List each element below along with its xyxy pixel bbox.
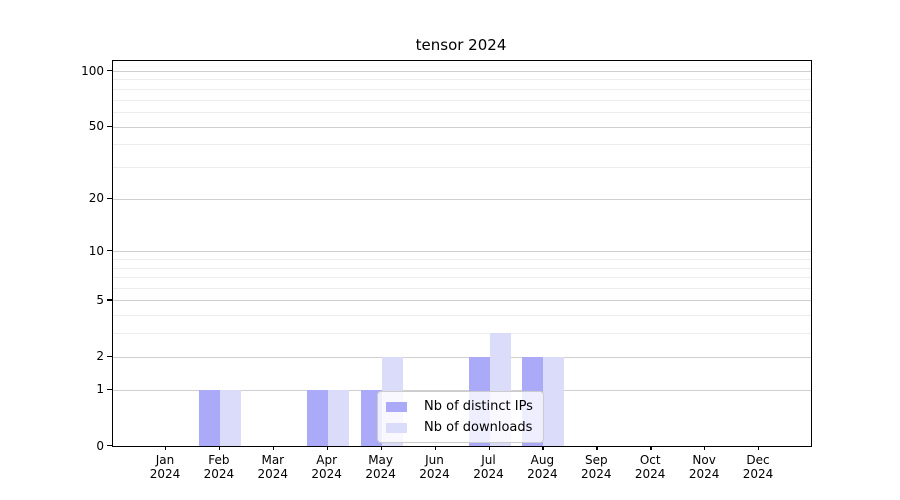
bar-downloads [327,389,349,446]
minor-gridline [113,333,811,335]
x-tick-label: Feb 2024 [203,453,235,481]
x-tick-label: Jul 2024 [473,453,504,481]
y-tick-mark [107,445,112,447]
legend-item-downloads: Nb of downloads [386,417,533,438]
x-tick-mark [165,446,167,450]
minor-gridline [113,144,811,146]
major-gridline [113,389,811,391]
y-tick-label: 20 [88,191,104,206]
y-tick-label: 1 [96,382,104,397]
bar-downloads [543,356,565,446]
x-tick-mark [542,446,544,450]
bar-downloads [219,389,241,446]
minor-gridline [113,167,811,168]
y-tick-mark [107,299,112,301]
x-tick-mark [650,446,652,450]
legend-swatch-downloads-icon [386,422,407,433]
x-tick-label: Jun 2024 [419,453,450,481]
major-gridline [113,71,811,72]
y-tick-label: 2 [96,349,104,364]
chart-title: tensor 2024 [415,36,507,54]
y-tick-mark [107,355,112,358]
y-tick-label: 10 [88,243,104,258]
x-tick-mark [326,446,329,450]
x-tick-label: May 2024 [365,453,396,481]
bar-distinct-ips [198,389,220,446]
minor-gridline [113,112,811,113]
major-gridline [113,126,811,128]
bar-distinct-ips [360,389,382,446]
bar-distinct-ips [306,389,328,446]
x-tick-label: Apr 2024 [311,453,342,481]
x-tick-label: Sep 2024 [581,453,612,481]
legend-swatch-distinct-ips-icon [386,401,407,412]
minor-gridline [113,99,811,101]
major-gridline [113,300,811,302]
y-tick-label: 50 [88,119,104,133]
y-tick-mark [107,388,112,391]
x-tick-mark [272,446,275,450]
y-tick-label: 100 [81,63,104,78]
x-tick-label: Aug 2024 [527,453,558,481]
x-tick-mark [218,446,221,450]
minor-gridline [113,315,811,317]
minor-gridline [113,287,811,289]
y-tick-mark [107,125,112,127]
minor-gridline [113,277,811,278]
x-tick-label: Oct 2024 [634,453,666,481]
x-tick-label: Nov 2024 [688,453,720,481]
x-tick-label: Jan 2024 [149,453,181,481]
legend: Nb of distinct IPs Nb of downloads [377,391,544,443]
plot-area: Nb of distinct IPs Nb of downloads [112,60,812,447]
x-tick-label: Dec 2024 [742,453,774,481]
y-tick-label: 5 [96,292,104,307]
legend-item-distinct-ips: Nb of distinct IPs [386,396,533,417]
major-gridline [113,356,811,358]
minor-gridline [113,79,811,81]
minor-gridline [113,88,811,90]
y-tick-mark [107,70,112,72]
major-gridline [113,251,811,253]
x-tick-label: Mar 2024 [257,453,289,481]
legend-label-distinct-ips: Nb of distinct IPs [424,399,533,414]
minor-gridline [113,258,811,260]
x-tick-mark [434,446,436,450]
x-tick-mark [488,446,490,450]
y-tick-mark [107,250,112,252]
y-tick-label: 0 [96,438,104,453]
y-tick-mark [107,197,112,199]
major-gridline [113,198,811,200]
x-tick-mark [758,446,760,450]
minor-gridline [113,267,811,269]
x-tick-mark [596,446,598,450]
x-tick-mark [704,446,706,450]
x-tick-mark [380,446,382,450]
legend-label-downloads: Nb of downloads [424,420,533,435]
